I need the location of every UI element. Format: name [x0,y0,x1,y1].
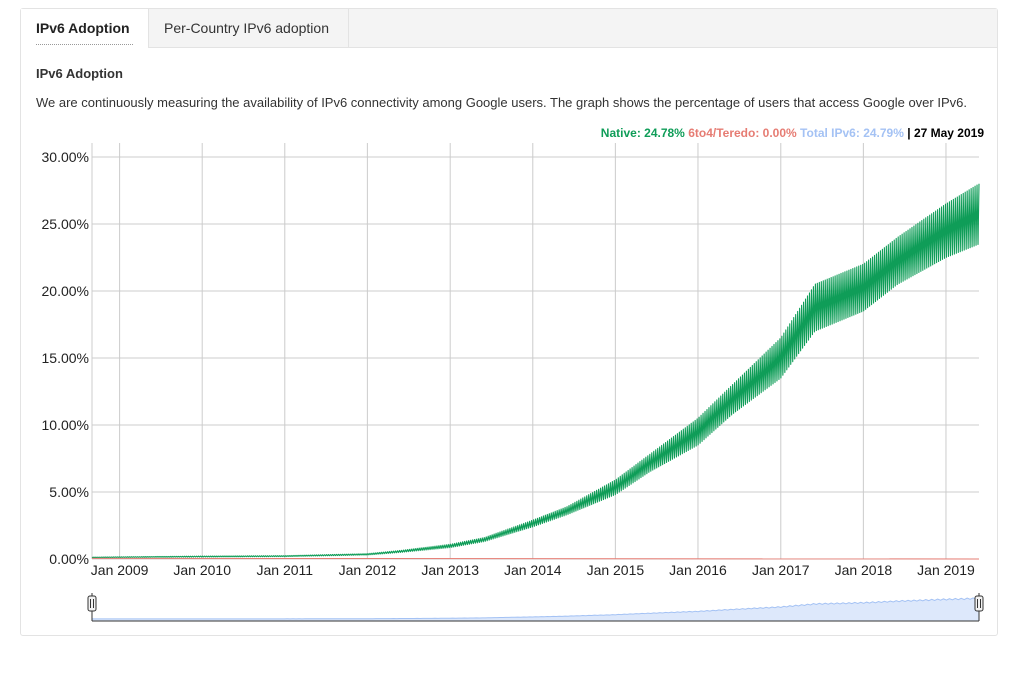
x-tick-label: Jan 2017 [752,562,810,578]
x-tick-label: Jan 2010 [173,562,231,578]
tab-ipv6-adoption[interactable]: IPv6 Adoption [21,9,149,48]
x-tick-label: Jan 2018 [835,562,893,578]
legend-date: 27 May 2019 [913,126,984,140]
tab-per-country[interactable]: Per-Country IPv6 adoption [149,9,349,47]
y-tick-label: 15.00% [42,350,89,366]
section-title: IPv6 Adoption [36,66,123,81]
navigator-total-area [92,597,979,621]
y-tick-label: 5.00% [49,484,89,500]
legend-native-label: Native: [600,126,641,140]
native-series-line [91,183,980,559]
legend-separator: | [907,126,911,140]
y-tick-label: 0.00% [49,551,89,567]
chart-legend: Native: 24.78% 6to4/Teredo: 0.00% Total … [601,126,984,140]
legend-native-value: 24.78% [644,126,685,140]
tab-active-underline [36,44,133,45]
y-tick-label: 30.00% [42,149,89,165]
x-tick-label: Jan 2015 [587,562,645,578]
y-tick-label: 20.00% [42,283,89,299]
y-tick-label: 10.00% [42,417,89,433]
navigator-total-line [91,597,980,620]
navigator-right-handle[interactable] [974,595,984,612]
x-tick-label: Jan 2016 [669,562,727,578]
legend-teredo-label: 6to4/Teredo: [688,126,760,140]
tab-per-country-label: Per-Country IPv6 adoption [164,20,329,36]
x-tick-label: Jan 2013 [421,562,479,578]
description: We are continuously measuring the availa… [36,95,967,110]
tab-ipv6-adoption-label: IPv6 Adoption [36,20,130,36]
navigator-left-handle[interactable] [87,595,97,612]
x-tick-label: Jan 2011 [256,562,313,578]
tab-bar: IPv6 Adoption Per-Country IPv6 adoption [21,9,997,48]
legend-total-label: Total IPv6: [800,126,860,140]
legend-teredo-value: 0.00% [762,126,797,140]
y-tick-label: 25.00% [42,216,89,232]
x-tick-label: Jan 2019 [917,562,975,578]
x-tick-label: Jan 2009 [91,562,149,578]
legend-total-value: 24.79% [863,126,904,140]
x-tick-label: Jan 2014 [504,562,562,578]
x-tick-label: Jan 2012 [339,562,397,578]
teredo-series-line [91,557,980,560]
